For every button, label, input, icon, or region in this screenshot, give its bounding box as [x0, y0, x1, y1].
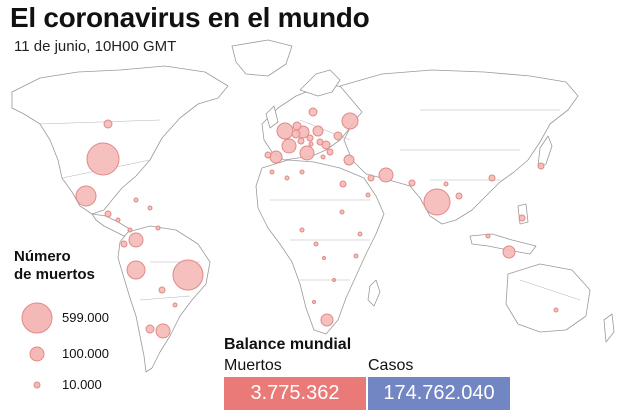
bubble-algeria [284, 175, 290, 181]
bubble-spain [269, 150, 283, 164]
page-title: El coronavirus en el mundo [10, 2, 370, 33]
bubble-switzerland [297, 137, 305, 145]
bubble-uk [276, 122, 294, 140]
legend-title-line2: de muertos [14, 266, 95, 283]
bubble-hungary [316, 138, 324, 146]
japan-landmass [537, 135, 553, 167]
bubble-brazil [172, 259, 204, 291]
bubble-austria [308, 141, 314, 147]
bubble-tunisia [299, 169, 305, 175]
bubble-panama [127, 227, 133, 233]
bubble-sweden [308, 107, 318, 117]
cases-value-box: 174.762.040 [368, 377, 510, 410]
bubble-sudan [339, 209, 345, 215]
bubble-iraq [367, 174, 375, 182]
south-america-landmass [117, 225, 211, 373]
indonesia-landmass [469, 233, 537, 255]
bubble-nigeria [299, 227, 305, 233]
bubble-cuba [133, 197, 139, 203]
bubble-canada [103, 119, 113, 129]
bubble-iran [378, 167, 394, 183]
australia-landmass [505, 263, 591, 333]
bubble-poland [312, 125, 324, 137]
bubble-morocco [269, 169, 275, 175]
bubble-saudi [365, 192, 371, 198]
bubble-dominican [147, 205, 153, 211]
page-subtitle: 11 de junio, 10H00 GMT [14, 38, 177, 55]
bubble-kenya [353, 253, 359, 259]
bubble-colombia [128, 232, 144, 248]
bubble-ukraine [333, 131, 343, 141]
bubble-nepal [443, 181, 449, 187]
uk-landmass [265, 105, 279, 129]
bubble-cameroon [313, 241, 319, 247]
balance-title: Balance mundial [224, 336, 352, 353]
bubble-romania [321, 140, 331, 150]
bubble-malaysia [485, 233, 491, 239]
legend-bubble-small [33, 381, 41, 389]
legend-title-line1: Número [14, 248, 71, 265]
north-america-landmass [11, 65, 229, 215]
deaths-value: 3.775.362 [250, 382, 340, 404]
new-zealand-landmass [603, 313, 615, 343]
bubble-ecuador [120, 240, 128, 248]
bubble-france [281, 138, 297, 154]
bubble-congo [322, 256, 326, 260]
bubble-usa [86, 142, 120, 176]
legend-label-medium: 100.000 [62, 346, 109, 361]
bubble-peru [126, 260, 146, 280]
bubble-russia [341, 112, 359, 130]
asia-landmass [339, 69, 579, 225]
bubble-egypt [339, 180, 347, 188]
deaths-label: Muertos [224, 357, 282, 374]
greenland-landmass [231, 39, 293, 77]
bubble-honduras [115, 217, 121, 223]
bubble-china [488, 174, 496, 182]
bubble-australia [553, 307, 559, 313]
bubble-bulgaria [326, 148, 334, 156]
deaths-value-box: 3.775.362 [224, 377, 366, 410]
bubble-argentina [155, 323, 171, 339]
bubble-italy [299, 145, 315, 161]
bubble-pakistan [408, 179, 416, 187]
bubble-czech [306, 134, 314, 142]
bubble-turkey [343, 154, 355, 166]
bubble-netherlands [292, 121, 302, 131]
cases-label: Casos [368, 357, 414, 374]
bubble-mexico [75, 185, 97, 207]
madagascar-landmass [367, 279, 381, 307]
legend-title: Número de muertos [14, 248, 95, 284]
bubble-greece [320, 154, 326, 160]
legend-label-small: 10.000 [62, 377, 102, 392]
bubble-zambia [332, 278, 336, 282]
bubble-belgium [291, 129, 301, 139]
cases-value: 174.762.040 [383, 382, 495, 404]
scandinavia-landmass [299, 69, 341, 97]
bubble-indonesia [502, 245, 516, 259]
legend-bubble-medium [29, 346, 45, 362]
bubble-bolivia [158, 286, 166, 294]
bubble-guatemala [104, 210, 112, 218]
bubble-bangladesh [455, 192, 463, 200]
bubble-ethiopia [357, 231, 363, 237]
bubble-philippines [518, 214, 526, 222]
bubble-namibia [312, 300, 316, 304]
bubble-japan [537, 162, 545, 170]
bubble-south-africa [320, 313, 334, 327]
bubble-india [423, 188, 451, 216]
bubble-paraguay [172, 302, 178, 308]
bubble-venezuela [155, 225, 161, 231]
bubble-chile [145, 324, 155, 334]
bubble-portugal [264, 151, 272, 159]
africa-landmass [255, 159, 385, 335]
legend-label-large: 599.000 [62, 310, 109, 325]
legend-bubble-large [21, 302, 53, 334]
